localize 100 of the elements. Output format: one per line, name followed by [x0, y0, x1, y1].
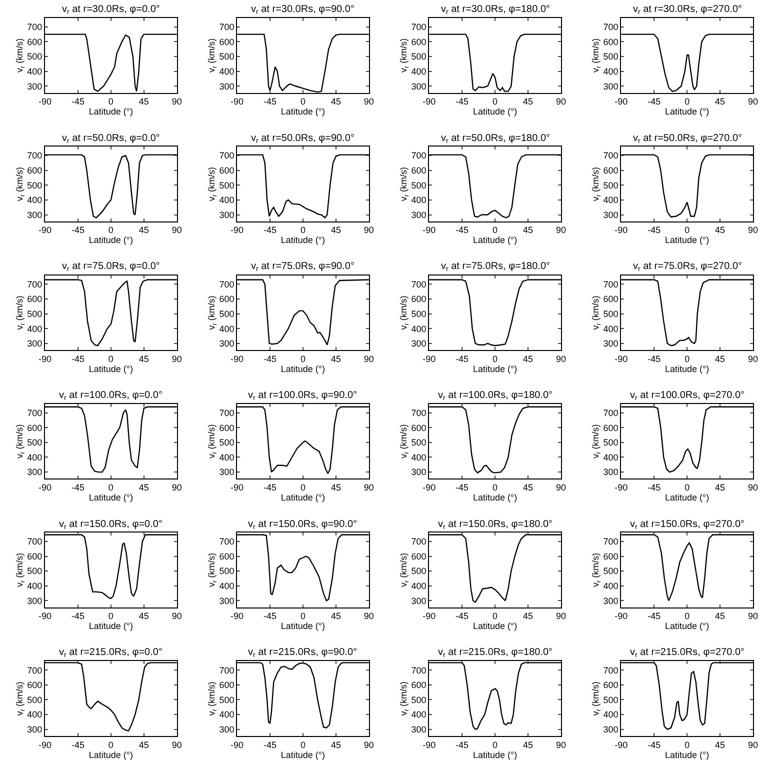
y-tick-label: 500 [219, 694, 234, 705]
x-tick-label: 45 [330, 96, 341, 107]
y-tick-label: 600 [27, 36, 42, 47]
x-tick-label: -45 [648, 354, 661, 364]
x-tick-label: -90 [230, 740, 244, 750]
x-tick-label: 90 [556, 740, 566, 750]
x-tick-label: -90 [422, 225, 436, 236]
x-tick-label: 45 [522, 740, 533, 750]
x-axis-title: Latitude (°) [472, 235, 518, 246]
x-tick-label: -45 [648, 611, 661, 622]
x-tick-label: 0 [300, 482, 306, 493]
y-tick-label: 500 [219, 566, 234, 576]
x-axis-title: Latitude (°) [472, 750, 518, 760]
y-tick-label: 600 [411, 165, 426, 176]
y-tick-label: 700 [219, 22, 234, 32]
y-tick-label: 700 [27, 22, 42, 32]
x-tick-label: 90 [556, 225, 566, 236]
y-tick-label: 500 [27, 694, 42, 705]
x-tick-label: -90 [38, 740, 52, 750]
x-tick-label: 45 [330, 354, 341, 364]
y-tick-label: 700 [27, 408, 42, 418]
x-axis-title: Latitude (°) [88, 106, 133, 117]
chart-title: v$_{r}$ at r=50.0Rs, φ=90.0° [251, 133, 354, 146]
y-tick-label: 400 [27, 324, 42, 334]
y-tick-label: 400 [27, 66, 42, 76]
x-axis-title: Latitude (°) [280, 621, 326, 632]
x-tick-label: -45 [71, 96, 84, 107]
x-tick-label: -45 [71, 482, 84, 493]
y-tick-label: 300 [411, 210, 426, 220]
y-tick-label: 400 [27, 710, 42, 720]
x-tick-label: 45 [138, 482, 149, 493]
y-tick-label: 300 [603, 338, 618, 349]
y-tick-label: 300 [27, 596, 42, 606]
x-tick-label: 45 [715, 225, 726, 236]
y-tick-label: 600 [603, 551, 618, 562]
x-axis-title: Latitude (°) [665, 106, 710, 117]
x-axis-title: Latitude (°) [88, 621, 133, 632]
y-tick-label: 600 [219, 551, 234, 562]
x-tick-label: 0 [492, 611, 498, 622]
x-tick-label: -45 [456, 740, 469, 750]
x-tick-label: 45 [138, 96, 149, 107]
y-tick-label: 400 [411, 581, 426, 592]
x-tick-label: 90 [364, 96, 374, 107]
x-tick-label: 0 [492, 354, 498, 364]
y-tick-label: 700 [411, 150, 426, 161]
y-tick-label: 700 [219, 665, 234, 676]
y-tick-label: 500 [411, 308, 426, 319]
y-tick-label: 600 [411, 294, 426, 304]
x-tick-label: -45 [264, 482, 277, 493]
y-tick-label: 400 [219, 324, 234, 334]
x-tick-label: 90 [748, 354, 758, 364]
x-tick-label: 90 [556, 611, 566, 622]
x-tick-label: 45 [138, 225, 149, 236]
x-tick-label: 90 [748, 740, 758, 750]
y-tick-label: 300 [411, 596, 426, 606]
y-tick-label: 600 [411, 422, 426, 433]
x-axis-title: Latitude (°) [280, 235, 326, 246]
x-tick-label: -45 [456, 96, 469, 107]
y-tick-label: 600 [603, 36, 618, 47]
y-tick-label: 700 [603, 536, 618, 547]
x-tick-label: 90 [748, 225, 758, 236]
x-tick-label: 45 [522, 482, 533, 493]
x-tick-label: 45 [715, 354, 726, 364]
chart-title: v$_{r}$ at r=100.0Rs, φ=180.0° [438, 390, 553, 402]
x-tick-label: 0 [300, 611, 306, 622]
y-tick-label: 300 [603, 724, 618, 734]
y-tick-label: 700 [219, 150, 234, 161]
x-tick-label: 45 [715, 96, 726, 107]
x-tick-label: -45 [71, 611, 84, 622]
y-tick-label: 600 [603, 680, 618, 690]
y-tick-label: 300 [411, 338, 426, 349]
x-tick-label: -90 [614, 740, 628, 750]
x-tick-label: 45 [522, 354, 533, 364]
y-tick-label: 500 [27, 566, 42, 576]
y-tick-label: 600 [219, 680, 234, 690]
x-axis-title: Latitude (°) [280, 364, 326, 374]
x-tick-label: -45 [264, 611, 277, 622]
chart-title: v$_{r}$ at r=50.0Rs, φ=180.0° [441, 133, 550, 146]
y-tick-label: 700 [219, 536, 234, 547]
chart-title: v$_{r}$ at r=215.0Rs, φ=270.0° [630, 647, 745, 660]
x-tick-label: 90 [172, 740, 182, 750]
x-axis-title: Latitude (°) [280, 492, 326, 503]
x-tick-label: 0 [492, 96, 498, 107]
x-tick-label: 45 [715, 740, 726, 750]
y-tick-label: 300 [219, 210, 234, 220]
y-tick-label: 400 [603, 452, 618, 462]
x-tick-label: 90 [364, 611, 374, 622]
x-tick-label: 0 [108, 482, 114, 493]
x-tick-label: -90 [422, 354, 436, 364]
x-tick-label: 45 [138, 740, 149, 750]
chart-title: v$_{r}$ at r=75.0Rs, φ=270.0° [633, 261, 742, 274]
y-tick-label: 400 [603, 710, 618, 720]
x-tick-label: 90 [172, 225, 182, 236]
x-tick-label: -90 [422, 740, 436, 750]
y-tick-label: 500 [603, 566, 618, 576]
y-tick-label: 500 [411, 438, 426, 448]
y-tick-label: 300 [219, 81, 234, 92]
x-tick-label: 90 [556, 354, 566, 364]
y-tick-label: 500 [603, 438, 618, 448]
x-tick-label: -90 [38, 225, 52, 236]
